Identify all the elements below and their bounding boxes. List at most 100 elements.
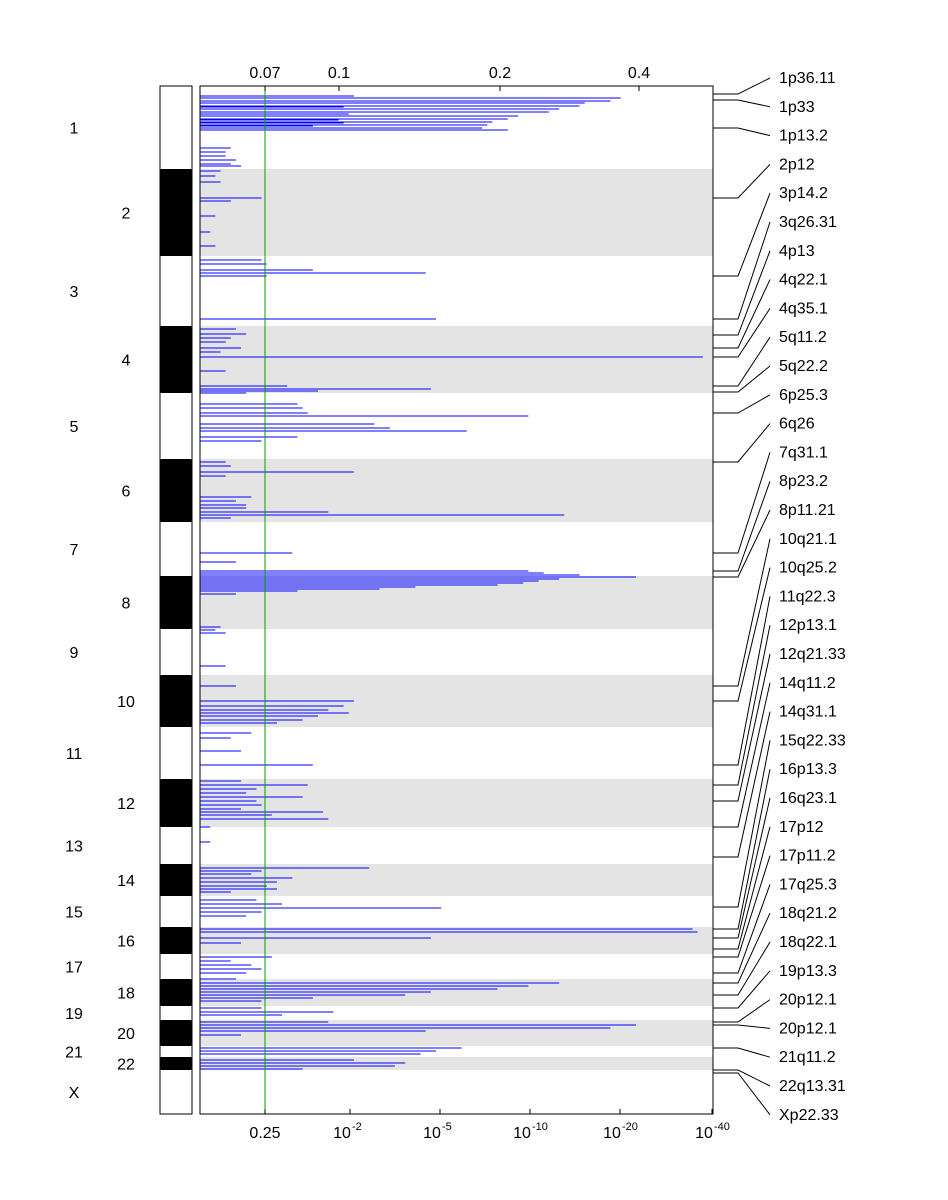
band-annotation-label: 14q11.2 bbox=[779, 675, 836, 692]
plot-frame bbox=[199, 85, 714, 1115]
bottom-tick-label: 10 bbox=[333, 1125, 351, 1142]
chromosome-block-X bbox=[160, 1070, 192, 1114]
chromosome-ideogram bbox=[160, 86, 192, 1114]
chromosome-block-7 bbox=[160, 522, 192, 576]
band-leader-line bbox=[713, 912, 771, 984]
band-leader-line bbox=[713, 394, 771, 414]
band-leader-line bbox=[713, 826, 771, 950]
chromosome-block-21 bbox=[160, 1046, 192, 1057]
top-tick-label: 0.2 bbox=[489, 65, 511, 82]
band-leader-line bbox=[713, 653, 771, 802]
bottom-tick-label: 0.25 bbox=[249, 1125, 280, 1142]
band-leader-line bbox=[713, 740, 771, 908]
band-leader-line bbox=[713, 481, 771, 572]
chromosome-block-4 bbox=[160, 326, 192, 393]
chromosome-label-11: 11 bbox=[66, 746, 83, 763]
chromosome-label-7: 7 bbox=[70, 542, 79, 559]
plot-band-12 bbox=[200, 779, 713, 827]
chromosome-label-X: X bbox=[69, 1085, 80, 1102]
chromosome-label-4: 4 bbox=[122, 353, 131, 370]
chromosome-block-22 bbox=[160, 1057, 192, 1070]
band-annotation-label: 21q11.2 bbox=[779, 1049, 836, 1066]
band-leader-line bbox=[713, 711, 771, 858]
chromosome-label-16: 16 bbox=[117, 934, 135, 951]
band-annotation-label: 18q21.2 bbox=[779, 905, 837, 922]
plot-band-6 bbox=[200, 459, 713, 522]
chromosome-block-9 bbox=[160, 629, 192, 675]
chromosome-label-20: 20 bbox=[117, 1026, 135, 1043]
band-annotation-label: 5q11.2 bbox=[779, 329, 827, 346]
band-annotation-label: 8p23.2 bbox=[779, 473, 828, 490]
chromosome-block-13 bbox=[160, 827, 192, 864]
chromosome-block-20 bbox=[160, 1020, 192, 1046]
plot-band-2 bbox=[200, 169, 713, 256]
band-annotation-label: 15q22.33 bbox=[779, 732, 846, 749]
band-annotation-label: 16q23.1 bbox=[779, 790, 837, 807]
plot-band-shading bbox=[200, 169, 713, 1070]
bottom-tick-label: 10 bbox=[513, 1125, 531, 1142]
band-annotation-label: 1p33 bbox=[779, 99, 815, 116]
band-annotation-label: 6q26 bbox=[779, 416, 815, 433]
chromosome-block-12 bbox=[160, 779, 192, 827]
band-leader-line bbox=[713, 308, 771, 358]
band-annotation-label: 4q22.1 bbox=[779, 272, 828, 289]
bottom-axis: 0.25 10 -2 10 -5 10 -10 10 -20 10 -40 bbox=[249, 1109, 730, 1142]
band-leader-line bbox=[713, 365, 771, 393]
band-annotation-label: 20p12.1 bbox=[779, 992, 837, 1009]
chromosome-block-5 bbox=[160, 393, 192, 459]
band-leader-line bbox=[713, 250, 771, 336]
band-leader-line bbox=[713, 164, 771, 199]
bottom-tick-exponent: -5 bbox=[442, 1121, 452, 1133]
band-annotation-label: 17p12 bbox=[779, 819, 824, 836]
band-leader-line bbox=[713, 336, 771, 387]
chromosome-label-2: 2 bbox=[122, 206, 131, 223]
band-leader-line bbox=[713, 193, 771, 277]
band-leader-line bbox=[713, 797, 771, 939]
chromosome-block-18 bbox=[160, 979, 192, 1006]
bottom-tick-label: 10 bbox=[423, 1125, 441, 1142]
plot-band-20 bbox=[200, 1020, 713, 1046]
chromosome-block-10 bbox=[160, 675, 192, 727]
band-annotation-label: 10q25.2 bbox=[779, 560, 837, 577]
chromosome-label-14: 14 bbox=[117, 873, 135, 890]
band-leader-line bbox=[713, 855, 771, 958]
band-leader-line bbox=[713, 884, 771, 974]
chromosome-label-18: 18 bbox=[117, 986, 135, 1003]
band-leader-line bbox=[713, 1047, 771, 1058]
band-leader-line bbox=[713, 567, 771, 702]
band-annotation-label: 22q13.31 bbox=[779, 1078, 846, 1095]
chromosome-label-22: 22 bbox=[117, 1057, 135, 1074]
chromosome-block-17 bbox=[160, 954, 192, 979]
band-annotation-label: 4p13 bbox=[779, 243, 815, 260]
chromosome-block-15 bbox=[160, 896, 192, 927]
band-annotation-label: 7q31.1 bbox=[779, 444, 828, 461]
band-leader-line bbox=[713, 127, 771, 137]
chromosome-block-19 bbox=[160, 1006, 192, 1020]
band-annotation-label: 3p14.2 bbox=[779, 185, 828, 202]
chromosome-label-8: 8 bbox=[122, 596, 131, 613]
chromosome-label-13: 13 bbox=[65, 839, 83, 856]
band-annotation-label: 19p13.3 bbox=[779, 963, 837, 980]
top-tick-label: 0.4 bbox=[628, 65, 650, 82]
bottom-tick-label: 10 bbox=[603, 1125, 621, 1142]
top-tick-label: 0.07 bbox=[249, 65, 280, 82]
band-annotation-label: 12p13.1 bbox=[779, 617, 837, 634]
band-leader-line bbox=[713, 279, 771, 349]
chromosome-label-12: 12 bbox=[117, 796, 135, 813]
band-annotation-label: 17q25.3 bbox=[779, 876, 837, 893]
bottom-tick-exponent: -20 bbox=[622, 1121, 638, 1133]
chromosome-label-6: 6 bbox=[122, 484, 131, 501]
plot-band-4 bbox=[200, 326, 713, 393]
band-annotation-label: 8p11.21 bbox=[779, 502, 836, 519]
band-annotation-label: 1p36.11 bbox=[779, 70, 836, 87]
bottom-tick-exponent: -2 bbox=[352, 1121, 362, 1133]
chromosome-block-8 bbox=[160, 576, 192, 629]
chromosome-label-5: 5 bbox=[70, 419, 79, 436]
significance-bars bbox=[200, 95, 703, 1070]
band-leader-line bbox=[713, 682, 771, 828]
ideogram-frame bbox=[159, 85, 193, 1115]
band-annotation-label: Xp22.33 bbox=[779, 1107, 839, 1124]
band-annotation-label: 2p12 bbox=[779, 156, 815, 173]
chromosome-block-16 bbox=[160, 927, 192, 954]
